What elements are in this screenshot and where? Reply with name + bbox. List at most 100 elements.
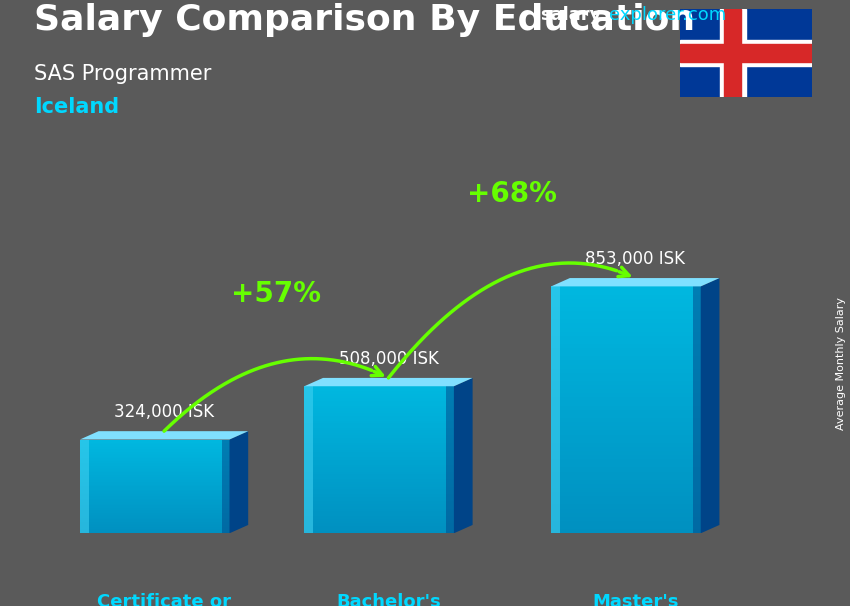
Bar	[551, 508, 700, 513]
Bar	[80, 522, 230, 524]
Bar	[304, 442, 454, 445]
Bar	[304, 472, 454, 474]
Text: +57%: +57%	[231, 280, 321, 308]
Bar	[80, 460, 230, 461]
Bar	[680, 44, 812, 62]
Bar	[80, 519, 230, 521]
Bar	[80, 442, 230, 444]
Bar	[304, 455, 454, 458]
Bar	[304, 406, 454, 408]
Bar	[304, 408, 454, 411]
Bar	[304, 411, 454, 413]
Bar	[80, 455, 230, 457]
Bar	[80, 502, 230, 504]
Bar	[304, 514, 454, 516]
Bar	[551, 299, 700, 303]
Bar	[80, 480, 230, 482]
Bar	[304, 388, 454, 391]
Bar	[80, 505, 230, 507]
Bar	[304, 460, 454, 462]
Bar	[304, 526, 454, 528]
Bar	[80, 482, 230, 483]
Bar	[80, 449, 230, 450]
Bar	[551, 422, 700, 426]
Bar	[80, 510, 230, 511]
Bar	[80, 488, 230, 490]
Bar	[80, 514, 230, 516]
Bar	[446, 386, 454, 533]
Bar	[80, 530, 230, 531]
Bar	[80, 450, 230, 452]
Polygon shape	[700, 278, 719, 533]
Bar	[80, 485, 230, 487]
Bar	[551, 290, 700, 295]
Bar	[551, 464, 700, 467]
Bar	[304, 521, 454, 524]
Bar	[304, 470, 454, 472]
Bar	[80, 468, 230, 469]
Bar	[80, 439, 89, 533]
Bar	[80, 524, 230, 525]
Bar	[80, 508, 230, 510]
Bar	[551, 418, 700, 422]
Text: Master's
Degree: Master's Degree	[592, 593, 678, 606]
Bar	[551, 340, 700, 344]
Bar	[304, 450, 454, 453]
Bar	[551, 455, 700, 459]
Bar	[304, 425, 454, 428]
Bar	[304, 531, 454, 533]
Bar	[551, 361, 700, 365]
Bar	[304, 404, 454, 406]
Bar	[304, 504, 454, 507]
Bar	[80, 452, 230, 453]
Bar	[304, 396, 454, 399]
Bar	[80, 463, 230, 465]
Bar	[551, 439, 700, 443]
Bar	[724, 9, 741, 97]
Bar	[80, 458, 230, 460]
Bar	[551, 459, 700, 464]
Text: salary: salary	[540, 6, 601, 24]
Bar	[551, 324, 700, 327]
Bar	[304, 391, 454, 394]
Text: Iceland: Iceland	[34, 97, 119, 117]
Bar	[80, 496, 230, 498]
Bar	[304, 528, 454, 531]
Text: explorer.com: explorer.com	[609, 6, 727, 24]
Bar	[304, 430, 454, 433]
Bar	[80, 483, 230, 485]
Text: Average Monthly Salary: Average Monthly Salary	[836, 297, 846, 430]
Bar	[304, 413, 454, 416]
Bar	[304, 465, 454, 467]
Bar	[80, 446, 230, 447]
Bar	[551, 529, 700, 533]
Polygon shape	[80, 431, 248, 439]
Bar	[80, 474, 230, 476]
Bar	[551, 348, 700, 352]
Bar	[304, 447, 454, 450]
Bar	[551, 398, 700, 402]
Bar	[304, 519, 454, 521]
Bar	[80, 511, 230, 513]
Bar	[304, 482, 454, 484]
Bar	[551, 327, 700, 331]
Bar	[304, 491, 454, 494]
Bar	[304, 416, 454, 418]
Bar	[304, 484, 454, 487]
Bar	[304, 428, 454, 430]
Bar	[551, 393, 700, 398]
Bar	[304, 435, 454, 438]
Bar	[551, 368, 700, 373]
Bar	[551, 319, 700, 324]
Bar	[551, 315, 700, 319]
Bar	[551, 336, 700, 340]
Bar	[304, 386, 454, 388]
Bar	[80, 457, 230, 458]
Bar	[80, 498, 230, 499]
Bar	[80, 504, 230, 505]
Polygon shape	[304, 378, 473, 386]
Bar	[304, 418, 454, 421]
Bar	[304, 440, 454, 442]
Bar	[80, 493, 230, 494]
Text: Bachelor's
Degree: Bachelor's Degree	[336, 593, 441, 606]
